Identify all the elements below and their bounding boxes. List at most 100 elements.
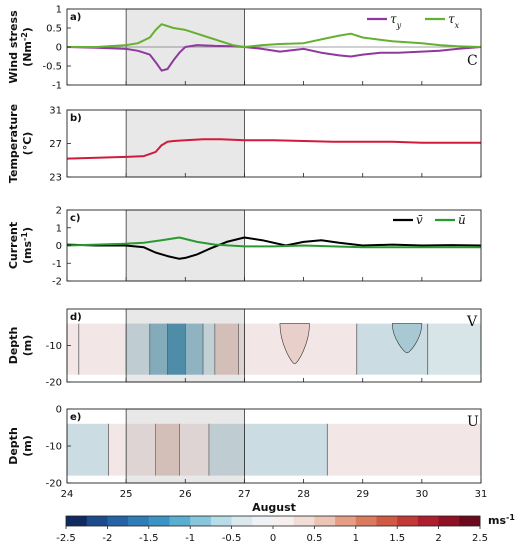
legend-label: v̄ [416,213,423,227]
y-axis-label: Depth [7,327,20,365]
contour-band-3 [179,423,209,476]
colorbar-cell [417,516,439,526]
colorbar-cell [355,516,377,526]
colorbar-cell [273,516,295,526]
x-tick-label: 31 [475,489,488,500]
contour-band-2 [126,323,150,375]
contour-band-1 [78,323,127,375]
y-tick-label: 1 [56,223,62,234]
colorbar-cell [86,516,108,526]
y-axis-unit: (m) [21,335,34,357]
y-tick-label: -0.5 [42,62,62,73]
colorbar-cell [107,516,129,526]
contour-band-6 [203,323,215,375]
x-axis-label: August [252,501,296,514]
colorbar-cell [66,516,88,526]
panel-label: c) [70,213,81,224]
x-axis: 24 25 26 27 28 29 30 31 August [61,489,488,514]
panel-label: a) [70,12,81,23]
contour-band-2 [155,423,180,476]
colorbar-cell [231,516,253,526]
y-tick-label: -10 [46,442,62,453]
y-tick-label: 0 [56,241,62,252]
contour-band-3 [149,323,168,375]
colorbar-cell [148,516,170,526]
contour-band-0 [67,323,79,375]
event-shading [125,109,245,178]
contour-patch-0 [279,323,310,365]
y-tick-label: 31 [49,106,62,117]
panel-3: 2 1 0 -1 -2 c) Current (ms-1) v̄ ū [7,206,482,288]
legend-label: ū [458,213,466,227]
x-tick-label: 24 [61,489,74,500]
x-tick-label: 30 [415,489,428,500]
colorbar-cell [376,516,398,526]
panel-2: 31 27 23 b) Temperature (°C) [7,104,482,184]
series-line-1 [67,23,482,48]
y-tick-label: -1 [52,259,62,270]
colorbar-cell [335,516,357,526]
colorbar-cell [459,516,481,526]
contour-band-5 [244,423,328,476]
colorbar-cell [252,516,274,526]
colorbar-cell [293,516,315,526]
y-tick-label: -20 [46,378,62,389]
colorbar-cell [210,516,232,526]
y-tick-label: 0 [56,405,62,416]
contour-band-5 [185,323,204,375]
event-shading [125,408,245,484]
contour-band-0 [67,423,109,476]
panel-1: 1 0.5 0 -0.5 -1 a) Wind stress (Nm-2) Cτy τx [7,5,482,92]
y-axis-unit: (m) [21,435,34,457]
y-tick-label: 0.5 [46,24,62,35]
y-tick-label: 2 [56,206,62,217]
contour-band-11 [427,323,481,375]
legend-label: τx [448,12,460,30]
colorbar-cell [397,516,419,526]
station-label: V [466,314,478,330]
panels: 1 0.5 0 -0.5 -1 a) Wind stress (Nm-2) Cτy τx 31 27 2… [7,5,482,490]
y-tick-label: -10 [46,341,62,352]
y-axis-unit: (°C) [21,132,34,156]
colorbar-cell [190,516,212,526]
panel-label: d) [70,312,82,323]
colorbar-tick-label: -1 [185,533,195,544]
x-tick-label: 25 [120,489,133,500]
colorbar-tick-label: 0.5 [306,533,322,544]
station-label: C [467,53,478,69]
contour-patch-1 [391,323,423,354]
y-tick-label: 23 [49,173,62,184]
series-line-1 [66,236,481,249]
contour-band-1 [108,423,156,476]
x-tick-label: 29 [356,489,369,500]
y-axis-label: Depth [7,427,20,465]
series-line-0 [66,236,482,260]
contour-band-8 [238,323,245,375]
colorbar-tick-label: 2.5 [472,533,488,544]
colorbar-cell [314,516,336,526]
y-axis-unit: (Nm-2) [20,27,35,67]
panel-4: -10 -20 d) Depth (m) V [7,308,482,389]
y-axis-unit: (ms-1) [20,227,35,264]
x-tick-label: 27 [238,489,251,500]
y-tick-label: -2 [52,277,62,288]
contour-band-6 [327,423,481,476]
series-line-0 [66,138,481,160]
colorbar-tick-label: 1.5 [389,533,405,544]
y-tick-label: 1 [56,5,62,16]
legend-label: τy [390,12,402,30]
y-tick-label: 0 [56,43,62,54]
x-tick-label: 28 [297,489,310,500]
colorbar-cell [438,516,460,526]
contour-band-7 [214,323,239,375]
contour-band-4 [167,323,186,375]
colorbar-unit: ms-1 [488,513,515,528]
x-tick-label: 26 [179,489,192,500]
y-tick-label: 27 [49,139,62,150]
contour-band-4 [208,423,245,476]
colorbar-cell [128,516,150,526]
y-axis-label: Temperature [7,104,20,183]
station-label: U [467,414,479,430]
colorbar-tick-label: -1.5 [139,533,159,544]
